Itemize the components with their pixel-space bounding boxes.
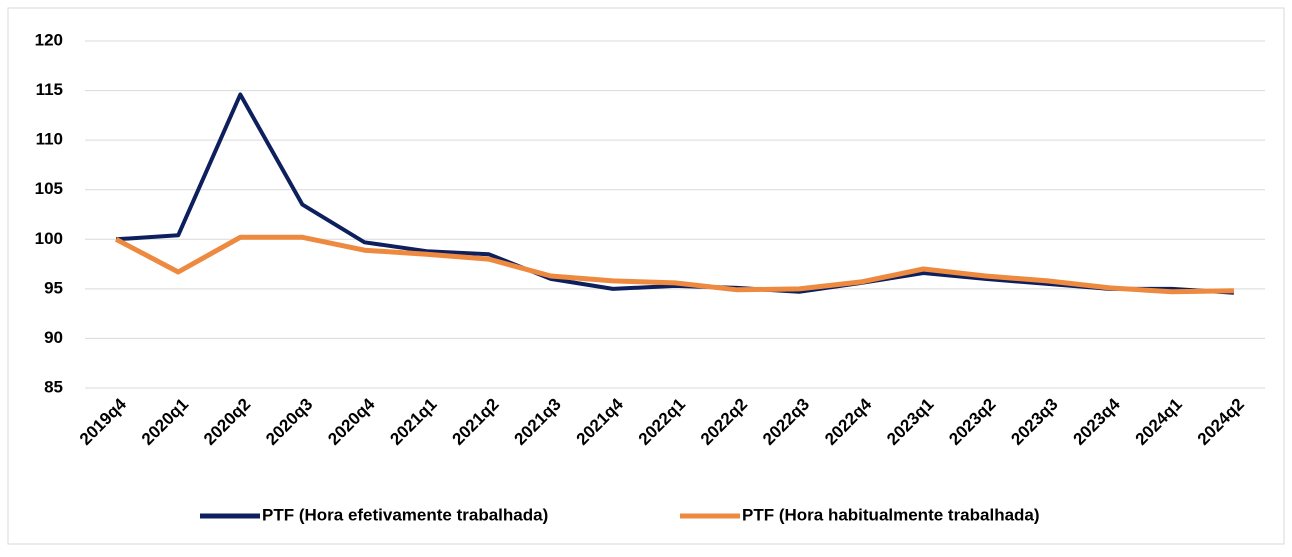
y-tick-label: 90 xyxy=(44,328,63,347)
chart-frame xyxy=(7,7,1285,545)
y-tick-label: 95 xyxy=(44,278,63,297)
y-tick-label: 110 xyxy=(36,130,63,149)
y-tick-label: 85 xyxy=(44,377,63,396)
y-tick-label: 115 xyxy=(36,80,63,99)
y-tick-label: 120 xyxy=(35,30,63,49)
series-line xyxy=(115,92,1235,295)
y-tick-label: 100 xyxy=(35,229,63,248)
legend-label: PTF (Hora habitualmente trabalhada) xyxy=(742,505,1040,524)
series-line xyxy=(114,234,1234,295)
legend-label: PTF (Hora efetivamente trabalhada) xyxy=(262,505,548,524)
y-tick-label: 105 xyxy=(35,179,63,198)
